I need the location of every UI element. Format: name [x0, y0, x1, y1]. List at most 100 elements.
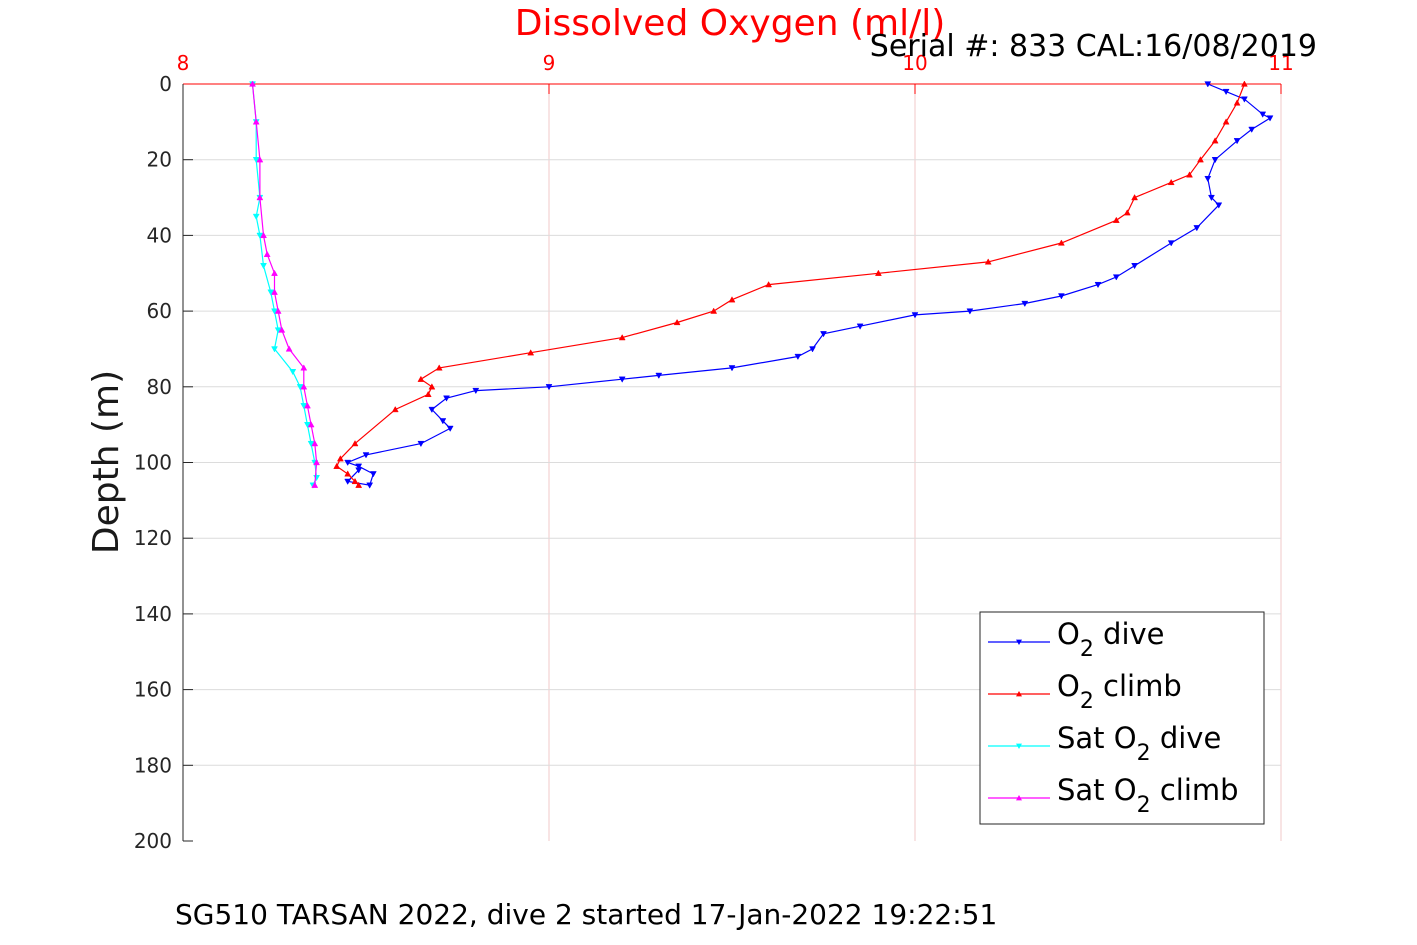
data-point: [1021, 300, 1029, 308]
data-point: [655, 372, 663, 379]
data-point: [820, 331, 827, 338]
x-tick-label: 8: [177, 51, 190, 75]
data-point: [278, 326, 286, 333]
data-point: [1208, 194, 1215, 202]
data-point: [296, 384, 304, 391]
legend-swatch-marker: [1016, 691, 1022, 697]
data-point: [1193, 225, 1201, 232]
chart-title: Dissolved Oxygen (ml/l): [515, 3, 946, 44]
data-point: [1240, 80, 1248, 87]
data-point: [391, 405, 399, 413]
y-tick-label: 160: [134, 678, 172, 702]
data-point: [728, 296, 736, 303]
data-point: [333, 462, 341, 469]
data-point: [1131, 263, 1139, 270]
data-point: [1197, 156, 1204, 163]
data-point: [271, 346, 278, 353]
data-point: [527, 349, 535, 356]
data-point: [304, 402, 311, 409]
legend-box: [979, 611, 1265, 825]
data-point: [267, 289, 275, 296]
data-point: [252, 118, 260, 125]
data-point: [428, 406, 436, 414]
axes-layer: 8 9 10 11 0 20 40 60 80 100 120 140 160 180 200: [134, 51, 1294, 853]
data-point: [300, 403, 308, 410]
data-point: [1057, 239, 1065, 246]
data-point: [311, 440, 319, 447]
y-tick-label: 200: [134, 829, 172, 853]
series-0: [344, 81, 1274, 489]
legend-label: Sat O2 climb: [1057, 773, 1239, 818]
y-tick-label: 0: [159, 72, 172, 96]
legend-swatch-marker: [1016, 743, 1022, 749]
data-point: [344, 478, 352, 485]
data-point: [1204, 81, 1212, 88]
data-point: [874, 269, 882, 276]
data-point: [1259, 111, 1267, 118]
data-point: [260, 231, 267, 239]
series-1: [333, 80, 1248, 488]
data-point: [260, 263, 267, 270]
y-tick-label: 100: [134, 451, 172, 475]
data-point: [1266, 115, 1274, 122]
data-point: [1215, 202, 1223, 209]
data-point: [673, 318, 681, 326]
data-point: [256, 156, 264, 163]
data-point: [1112, 216, 1120, 223]
series-3: [249, 80, 321, 488]
data-point: [417, 440, 425, 448]
data-point: [1222, 88, 1230, 96]
data-point: [1131, 194, 1139, 201]
data-point: [274, 327, 282, 334]
x-tick-label: 9: [543, 51, 556, 75]
data-point: [1222, 118, 1230, 125]
data-point: [439, 418, 447, 425]
data-point: [424, 390, 432, 398]
data-point: [252, 213, 260, 220]
data-point: [362, 452, 370, 459]
series-layer: [249, 80, 1274, 489]
data-point: [313, 474, 321, 482]
data-point: [1112, 274, 1120, 281]
data-point: [1248, 126, 1256, 133]
data-point: [1057, 293, 1065, 300]
data-point: [1094, 281, 1102, 289]
data-point: [618, 376, 626, 383]
data-point: [256, 194, 264, 201]
chart-subtitle: Serial #: 833 CAL:16/08/2019: [870, 29, 1317, 64]
series-line: [335, 83, 1245, 486]
y-tick-label: 140: [134, 602, 172, 626]
data-point: [271, 269, 278, 276]
data-point: [1167, 240, 1175, 247]
data-point: [300, 383, 308, 390]
data-point: [274, 307, 282, 314]
data-point: [344, 459, 352, 467]
dive-caption: SG510 TARSAN 2022, dive 2 started 17-Jan…: [175, 898, 998, 931]
data-point: [1211, 157, 1219, 164]
legend: O2 dive O2 climb Sat O2 dive Sat O2 climb: [979, 611, 1265, 825]
data-point: [336, 455, 344, 462]
data-point: [1240, 96, 1248, 103]
data-point: [351, 440, 359, 447]
data-point: [472, 387, 480, 395]
data-point: [344, 470, 352, 477]
legend-label: Sat O2 dive: [1057, 721, 1221, 766]
data-point: [809, 346, 816, 353]
y-tick-label: 60: [147, 299, 172, 323]
y-tick-label: 20: [147, 148, 172, 172]
data-point: [307, 440, 315, 448]
data-point: [355, 467, 363, 474]
data-point: [856, 323, 864, 330]
x-tick-label: 10: [902, 51, 927, 75]
data-point: [545, 384, 553, 391]
data-point: [355, 463, 363, 470]
legend-swatch-marker: [1016, 639, 1022, 645]
data-point: [351, 477, 359, 485]
legend-label: O2 climb: [1057, 669, 1182, 714]
data-point: [1204, 175, 1212, 183]
y-tick-label: 40: [147, 223, 172, 247]
data-point: [300, 364, 308, 371]
data-point: [710, 307, 718, 314]
data-point: [446, 425, 454, 432]
